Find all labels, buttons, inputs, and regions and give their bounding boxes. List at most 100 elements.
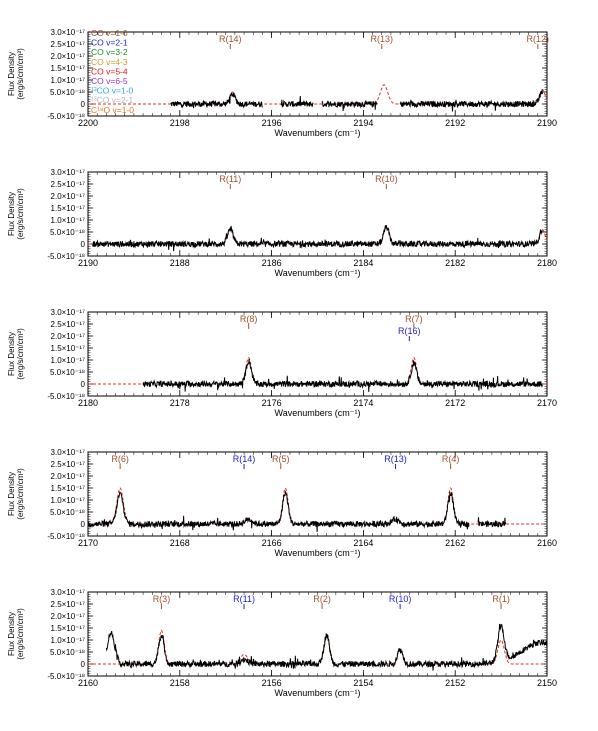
x-tick-label: 2190 <box>537 118 557 128</box>
observed-spectrum-line <box>280 96 314 108</box>
y-tick-label: 1.5×10⁻¹⁷ <box>51 624 86 633</box>
y-tick-label: 2.0×10⁻¹⁷ <box>51 332 86 341</box>
y-tick-label: 5.0×10⁻¹⁸ <box>50 228 85 237</box>
legend-entry: CO v=5-4 <box>91 66 128 76</box>
x-axis-label: Wavenumbers (cm⁻¹) <box>275 128 361 138</box>
y-tick-label: 2.5×10⁻¹⁷ <box>51 180 86 189</box>
line-id-label: R(1) <box>492 594 510 604</box>
x-tick-label: 2174 <box>353 398 373 408</box>
y-tick-label: 2.0×10⁻¹⁷ <box>51 52 86 61</box>
x-tick-label: 2162 <box>445 538 465 548</box>
line-id-label: R(11) <box>219 174 241 184</box>
y-axis-label-line: Flux Density <box>7 52 16 96</box>
x-tick-label: 2186 <box>262 258 282 268</box>
line-id-label: R(2) <box>313 594 331 604</box>
y-tick-label: 1.5×10⁻¹⁷ <box>51 64 86 73</box>
line-id-label: R(3) <box>153 594 171 604</box>
x-tick-label: 2180 <box>537 258 557 268</box>
x-tick-label: 2152 <box>445 678 465 688</box>
y-axis-label-line: (erg/s/cm/cm²) <box>16 608 25 660</box>
legend-entry: CO v=3-2 <box>91 47 128 57</box>
x-tick-label: 2172 <box>445 398 465 408</box>
y-tick-label: 2.5×10⁻¹⁷ <box>51 460 86 469</box>
y-tick-label: 3.0×10⁻¹⁷ <box>51 308 86 317</box>
x-tick-label: 2176 <box>262 398 282 408</box>
x-tick-label: 2188 <box>170 258 190 268</box>
line-id-label: R(5) <box>272 454 290 464</box>
y-tick-label: 0 <box>81 660 86 669</box>
y-axis-label: Flux Density(erg/s/cm/cm²) <box>7 328 25 380</box>
y-tick-label: 1.0×10⁻¹⁷ <box>51 356 86 365</box>
observed-spectrum-line <box>321 100 378 111</box>
y-tick-label: -5.0×10⁻¹⁸ <box>47 112 85 121</box>
y-tick-label: 5.0×10⁻¹⁸ <box>50 368 85 377</box>
x-tick-label: 2178 <box>170 398 190 408</box>
y-tick-label: 0 <box>81 380 86 389</box>
y-tick-label: 1.0×10⁻¹⁷ <box>51 636 86 645</box>
y-axis-label-line: Flux Density <box>7 332 16 376</box>
y-tick-label: -5.0×10⁻¹⁸ <box>47 392 85 401</box>
x-tick-label: 2190 <box>78 258 98 268</box>
line-id-label: R(10) <box>389 594 412 604</box>
legend-entry: ¹³CO v=1-0 <box>91 86 134 96</box>
x-tick-label: 2200 <box>78 118 98 128</box>
spectrum-panel-4: -5.0×10⁻¹⁸ 0 5.0×10⁻¹⁸ 1.0×10⁻¹⁷ 1.5×10⁻¹⁷ 2.… <box>7 448 557 558</box>
line-id-label: R(4) <box>442 454 460 464</box>
y-tick-label: 2.0×10⁻¹⁷ <box>51 472 86 481</box>
y-tick-label: 1.5×10⁻¹⁷ <box>51 204 86 213</box>
x-tick-label: 2182 <box>445 258 465 268</box>
y-tick-label: 2.5×10⁻¹⁷ <box>51 320 86 329</box>
model-spectrum-line <box>88 356 547 385</box>
x-tick-label: 2156 <box>262 678 282 688</box>
y-axis-label: Flux Density(erg/s/cm/cm²) <box>7 608 25 660</box>
observed-spectrum-line <box>105 623 548 671</box>
y-axis-label-line: (erg/s/cm/cm²) <box>16 468 25 520</box>
legend-entry: CO v=6-5 <box>91 76 128 86</box>
legend-entry: CO v=2-1 <box>91 38 128 48</box>
line-id-label: R(11) <box>233 594 255 604</box>
observed-spectrum-line <box>92 225 543 252</box>
x-tick-label: 2160 <box>537 538 557 548</box>
y-tick-label: 1.0×10⁻¹⁷ <box>51 76 86 85</box>
y-tick-label: 0 <box>81 520 86 529</box>
observed-spectrum-line <box>87 490 470 533</box>
y-tick-label: 1.5×10⁻¹⁷ <box>51 484 86 493</box>
model-spectrum-line <box>88 84 548 105</box>
y-axis-label: Flux Density(erg/s/cm/cm²) <box>7 188 25 240</box>
y-tick-label: 1.0×10⁻¹⁷ <box>51 216 86 225</box>
y-axis-label-line: Flux Density <box>7 612 16 656</box>
x-tick-label: 2194 <box>353 118 373 128</box>
line-id-label: R(13) <box>384 454 407 464</box>
line-id-label: R(6) <box>111 454 129 464</box>
x-tick-label: 2166 <box>262 538 282 548</box>
y-tick-label: 2.5×10⁻¹⁷ <box>51 600 86 609</box>
line-id-label: R(16) <box>398 326 421 336</box>
y-tick-label: -5.0×10⁻¹⁸ <box>47 532 85 541</box>
x-tick-label: 2180 <box>78 398 98 408</box>
y-axis-label-line: (erg/s/cm/cm²) <box>16 328 25 380</box>
x-tick-label: 2160 <box>78 678 98 688</box>
x-axis-label: Wavenumbers (cm⁻¹) <box>275 548 361 558</box>
legend-entry: C¹⁸O v=1-0 <box>91 105 134 115</box>
spectrum-panel-1: -5.0×10⁻¹⁸ 0 5.0×10⁻¹⁸ 1.0×10⁻¹⁷ 1.5×10⁻¹⁷ 2.… <box>7 28 557 138</box>
y-tick-label: 0 <box>81 100 86 109</box>
x-tick-label: 2170 <box>537 398 557 408</box>
y-tick-label: 2.5×10⁻¹⁷ <box>51 40 86 49</box>
line-id-label: R(10) <box>375 174 398 184</box>
x-tick-label: 2198 <box>170 118 190 128</box>
x-axis-label: Wavenumbers (cm⁻¹) <box>275 408 361 418</box>
line-id-label: R(7) <box>405 314 423 324</box>
y-tick-label: -5.0×10⁻¹⁸ <box>47 672 85 681</box>
legend-entry: CO v=4-3 <box>91 57 128 67</box>
x-tick-label: 2170 <box>78 538 98 548</box>
y-tick-label: 1.0×10⁻¹⁷ <box>51 496 86 505</box>
y-tick-label: 1.5×10⁻¹⁷ <box>51 344 86 353</box>
y-axis-label: Flux Density(erg/s/cm/cm²) <box>7 48 25 100</box>
observed-spectrum-line <box>477 517 507 528</box>
y-tick-label: 3.0×10⁻¹⁷ <box>51 588 86 597</box>
y-axis-label-line: (erg/s/cm/cm²) <box>16 188 25 240</box>
y-tick-label: -5.0×10⁻¹⁸ <box>47 252 85 261</box>
y-tick-label: 5.0×10⁻¹⁸ <box>50 508 85 517</box>
